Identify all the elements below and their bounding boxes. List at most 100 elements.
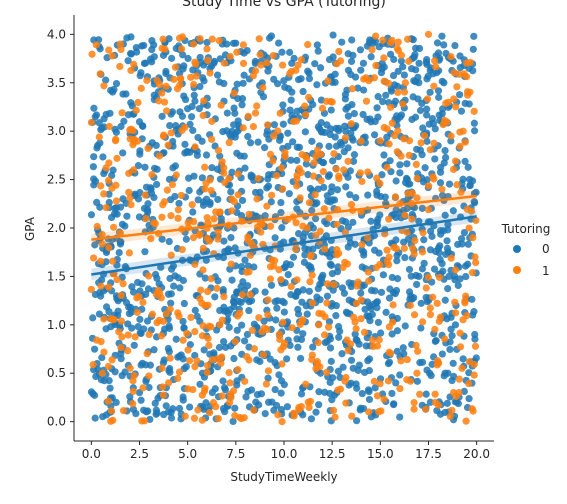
series-0-point xyxy=(323,121,331,129)
series-1-point xyxy=(148,170,156,179)
series-1-point xyxy=(226,379,234,387)
series-1-point xyxy=(313,358,321,366)
series-1-point xyxy=(125,169,133,177)
series-0-point xyxy=(441,146,449,155)
series-0-point xyxy=(176,284,184,292)
series-1-point xyxy=(203,368,211,377)
series-1-point xyxy=(102,203,110,212)
series-1-point xyxy=(208,117,216,125)
series-1-point xyxy=(274,127,282,135)
series-0-point xyxy=(220,237,228,245)
series-0-point xyxy=(219,377,227,385)
series-0-point xyxy=(327,357,335,365)
series-0-point xyxy=(91,414,99,422)
series-1-point xyxy=(430,82,438,90)
series-1-point xyxy=(435,273,443,281)
series-0-point xyxy=(223,127,231,135)
series-0-point xyxy=(342,183,350,191)
series-0-point xyxy=(119,149,127,157)
series-1-point xyxy=(412,341,420,350)
series-1-point xyxy=(305,403,313,412)
x-tick-label: 0.0 xyxy=(82,447,101,461)
series-0-point xyxy=(439,105,447,113)
series-0-point xyxy=(438,32,446,40)
series-1-point xyxy=(335,47,343,56)
series-0-point xyxy=(244,262,252,270)
series-1-point xyxy=(264,311,272,319)
series-0-point xyxy=(137,329,145,338)
series-0-point xyxy=(333,186,342,194)
series-0-point xyxy=(293,156,301,165)
series-1-point xyxy=(274,411,282,419)
series-1-point xyxy=(157,332,165,340)
series-1-point xyxy=(275,330,283,338)
series-0-point xyxy=(264,67,272,75)
series-0-point xyxy=(382,91,390,99)
series-0-point xyxy=(344,112,352,120)
series-1-point xyxy=(400,88,409,96)
x-tick-label: 17.5 xyxy=(415,447,442,461)
series-1-point xyxy=(239,41,247,49)
series-0-point xyxy=(106,384,114,392)
series-0-point xyxy=(165,348,173,356)
series-1-point xyxy=(365,408,373,416)
series-0-point xyxy=(441,296,449,304)
series-1-point xyxy=(403,355,411,364)
series-0-point xyxy=(287,96,295,104)
series-0-point xyxy=(124,320,132,328)
series-0-point xyxy=(365,355,374,363)
series-1-point xyxy=(461,299,469,307)
series-1-point xyxy=(105,244,113,252)
series-0-point xyxy=(142,408,150,416)
series-1-point xyxy=(410,405,418,413)
points-layer xyxy=(87,30,480,426)
series-0-point xyxy=(304,67,312,75)
series-1-point xyxy=(352,299,361,307)
series-1-point xyxy=(188,201,196,209)
series-0-point xyxy=(446,338,454,346)
x-tick-label: 15.0 xyxy=(367,447,394,461)
series-0-point xyxy=(465,369,473,377)
series-0-point xyxy=(228,168,236,176)
series-1-point xyxy=(343,336,351,344)
series-0-point xyxy=(230,303,238,311)
series-1-point xyxy=(471,342,480,350)
series-0-point xyxy=(146,55,155,63)
series-0-point xyxy=(214,277,222,285)
series-1-point xyxy=(343,260,351,268)
series-1-point xyxy=(254,174,262,183)
series-0-point xyxy=(153,409,161,417)
series-1-point xyxy=(472,216,480,225)
series-1-point xyxy=(104,362,113,370)
series-0-point xyxy=(382,308,390,316)
series-0-point xyxy=(334,367,342,375)
series-1-point xyxy=(159,391,167,399)
series-1-point xyxy=(108,356,116,364)
series-0-point xyxy=(299,330,307,338)
series-0-point xyxy=(238,101,246,109)
series-0-point xyxy=(296,354,305,363)
series-0-point xyxy=(374,93,382,101)
series-0-point xyxy=(124,57,132,65)
series-1-point xyxy=(424,273,432,281)
series-1-point xyxy=(130,371,138,380)
series-0-point xyxy=(385,358,394,366)
series-1-point xyxy=(126,364,134,372)
series-1-point xyxy=(397,51,406,59)
series-1-point xyxy=(344,157,352,165)
series-0-point xyxy=(426,246,435,254)
series-1-point xyxy=(208,356,216,364)
series-0-point xyxy=(111,368,119,376)
series-1-point xyxy=(330,150,338,158)
series-0-point xyxy=(361,305,369,313)
series-0-point xyxy=(211,293,219,301)
series-0-point xyxy=(90,345,99,353)
series-0-point xyxy=(153,274,161,282)
series-1-point xyxy=(192,72,200,80)
series-0-point xyxy=(220,338,228,346)
y-tick-label: 0.0 xyxy=(47,415,66,429)
series-1-point xyxy=(108,52,116,60)
series-0-point xyxy=(190,91,198,99)
series-0-point xyxy=(233,377,241,385)
